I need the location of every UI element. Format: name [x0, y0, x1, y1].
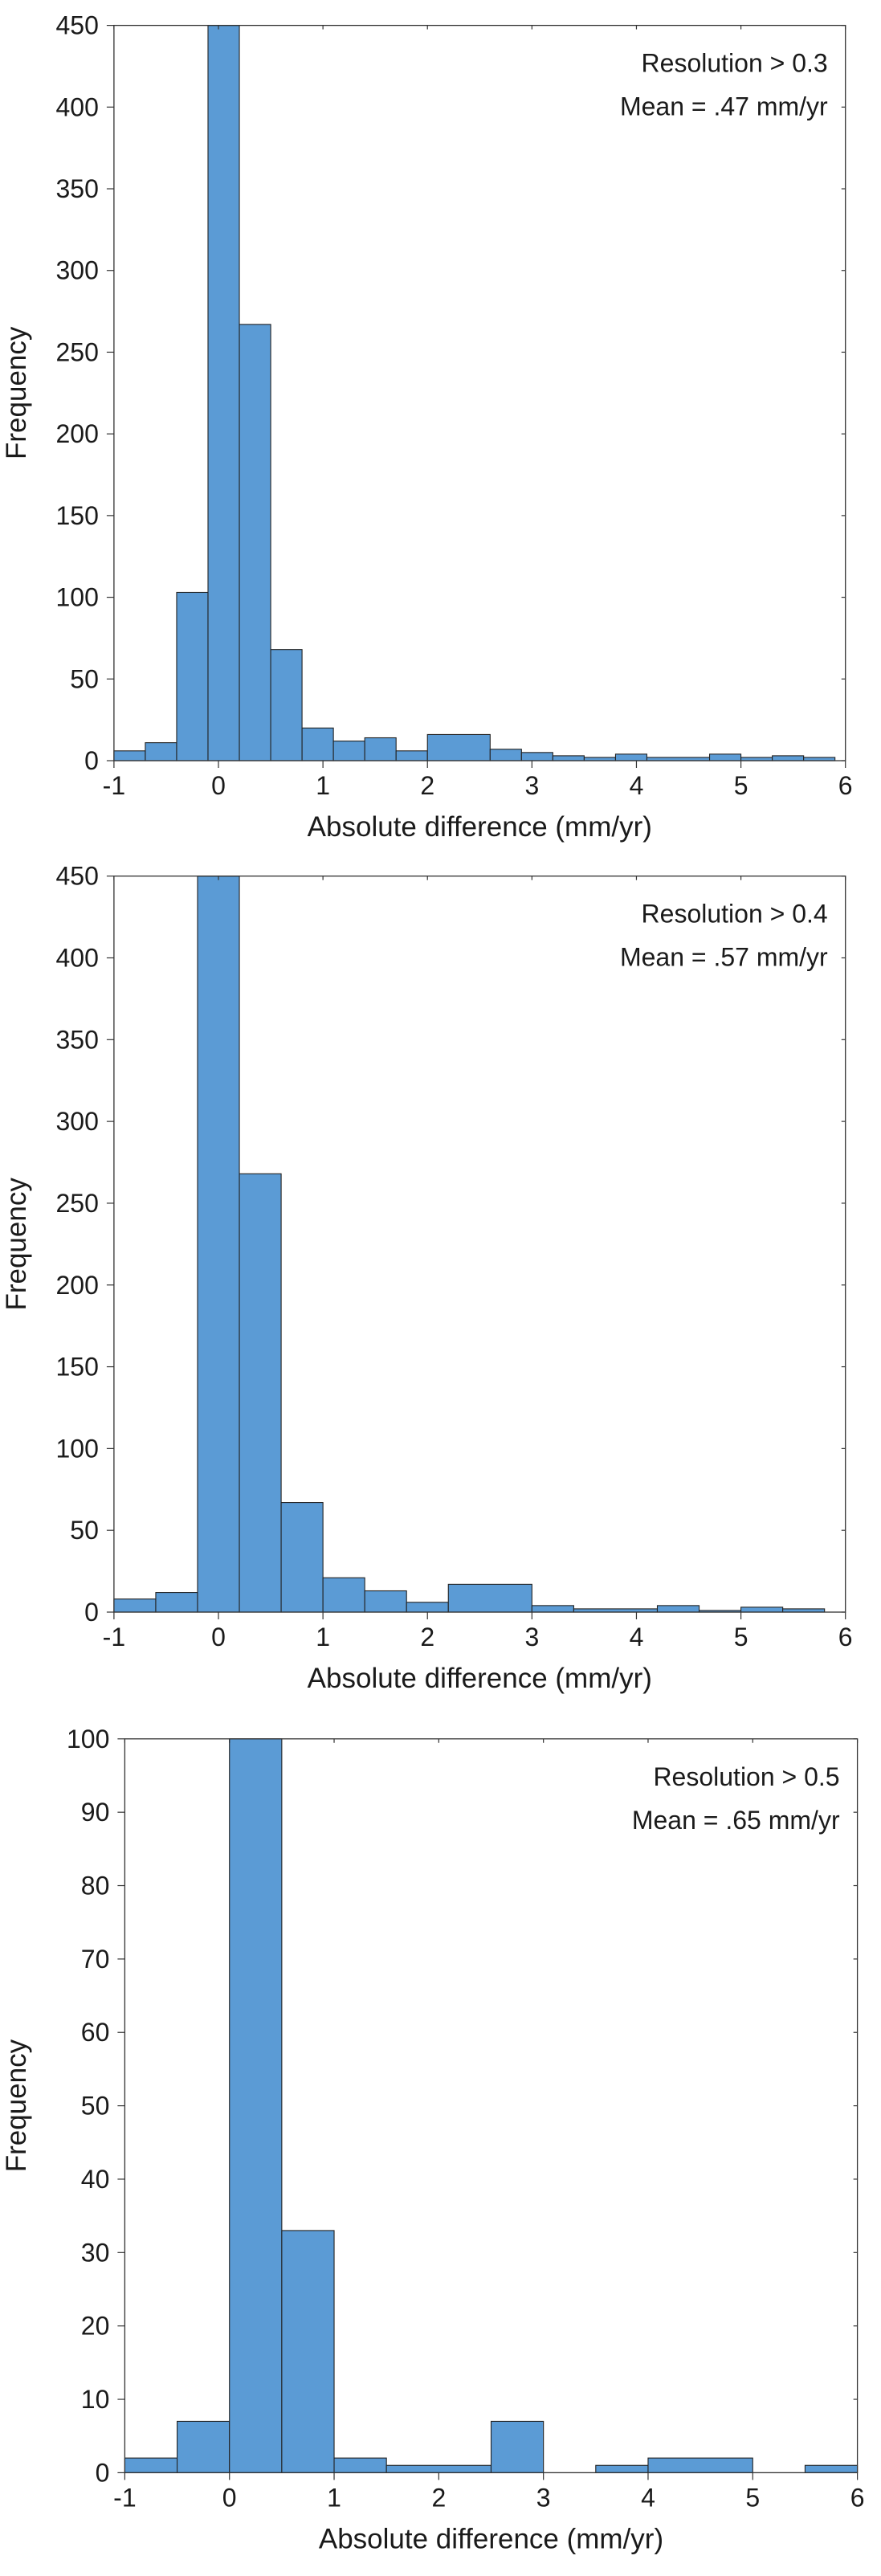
svg-text:70: 70 [81, 1945, 110, 1974]
svg-text:250: 250 [56, 337, 99, 366]
svg-text:50: 50 [81, 2092, 110, 2121]
svg-text:Resolution > 0.4: Resolution > 0.4 [642, 900, 828, 929]
svg-text:450: 450 [56, 11, 99, 40]
svg-text:Mean = .47 mm/yr: Mean = .47 mm/yr [620, 92, 828, 121]
svg-text:350: 350 [56, 1025, 99, 1054]
svg-text:Mean = .57 mm/yr: Mean = .57 mm/yr [620, 943, 828, 972]
svg-text:20: 20 [81, 2312, 110, 2341]
svg-text:2: 2 [420, 771, 434, 800]
svg-text:Frequency: Frequency [1, 326, 32, 459]
svg-text:50: 50 [70, 1516, 99, 1545]
svg-text:0: 0 [222, 2483, 237, 2512]
svg-text:5: 5 [745, 2483, 760, 2512]
svg-text:50: 50 [70, 664, 99, 693]
svg-text:Frequency: Frequency [1, 2039, 32, 2172]
svg-text:4: 4 [630, 1623, 644, 1651]
svg-text:Absolute difference (mm/yr): Absolute difference (mm/yr) [308, 811, 652, 843]
svg-text:2: 2 [431, 2483, 446, 2512]
svg-text:1: 1 [316, 771, 330, 800]
svg-text:100: 100 [56, 1434, 99, 1463]
svg-text:0: 0 [211, 771, 226, 800]
svg-text:300: 300 [56, 1107, 99, 1136]
svg-text:4: 4 [630, 771, 644, 800]
svg-text:Frequency: Frequency [1, 1178, 32, 1311]
svg-text:100: 100 [67, 1725, 109, 1753]
svg-text:-1: -1 [103, 1623, 125, 1651]
svg-text:2: 2 [420, 1623, 434, 1651]
svg-text:400: 400 [56, 944, 99, 973]
svg-text:250: 250 [56, 1189, 99, 1218]
svg-text:60: 60 [81, 2018, 110, 2047]
svg-text:30: 30 [81, 2238, 110, 2267]
svg-text:Resolution > 0.5: Resolution > 0.5 [653, 1762, 839, 1791]
svg-text:3: 3 [536, 2483, 551, 2512]
svg-text:Absolute difference (mm/yr): Absolute difference (mm/yr) [319, 2523, 663, 2554]
svg-text:5: 5 [734, 771, 748, 800]
svg-text:10: 10 [81, 2385, 110, 2414]
svg-text:-1: -1 [113, 2483, 136, 2512]
svg-text:6: 6 [838, 771, 853, 800]
svg-text:300: 300 [56, 256, 99, 285]
svg-text:0: 0 [96, 2458, 110, 2487]
svg-text:0: 0 [84, 746, 99, 775]
svg-text:1: 1 [316, 1623, 330, 1651]
svg-text:Mean = .65 mm/yr: Mean = .65 mm/yr [632, 1806, 840, 1835]
svg-text:3: 3 [524, 1623, 539, 1651]
svg-text:5: 5 [734, 1623, 748, 1651]
svg-text:400: 400 [56, 92, 99, 121]
svg-text:1: 1 [327, 2483, 341, 2512]
svg-text:6: 6 [850, 2483, 865, 2512]
svg-text:80: 80 [81, 1872, 110, 1900]
svg-text:Absolute difference (mm/yr): Absolute difference (mm/yr) [308, 1663, 652, 1694]
svg-text:Resolution > 0.3: Resolution > 0.3 [642, 49, 828, 78]
svg-text:150: 150 [56, 501, 99, 530]
svg-text:90: 90 [81, 1798, 110, 1827]
svg-text:3: 3 [524, 771, 539, 800]
svg-text:450: 450 [56, 862, 99, 891]
svg-text:350: 350 [56, 174, 99, 203]
svg-text:200: 200 [56, 419, 99, 448]
svg-text:100: 100 [56, 583, 99, 612]
svg-text:4: 4 [641, 2483, 655, 2512]
svg-text:6: 6 [838, 1623, 853, 1651]
svg-text:-1: -1 [103, 771, 125, 800]
svg-text:0: 0 [84, 1598, 99, 1627]
svg-text:200: 200 [56, 1271, 99, 1300]
svg-text:40: 40 [81, 2165, 110, 2194]
svg-text:0: 0 [211, 1623, 226, 1651]
svg-text:150: 150 [56, 1353, 99, 1382]
